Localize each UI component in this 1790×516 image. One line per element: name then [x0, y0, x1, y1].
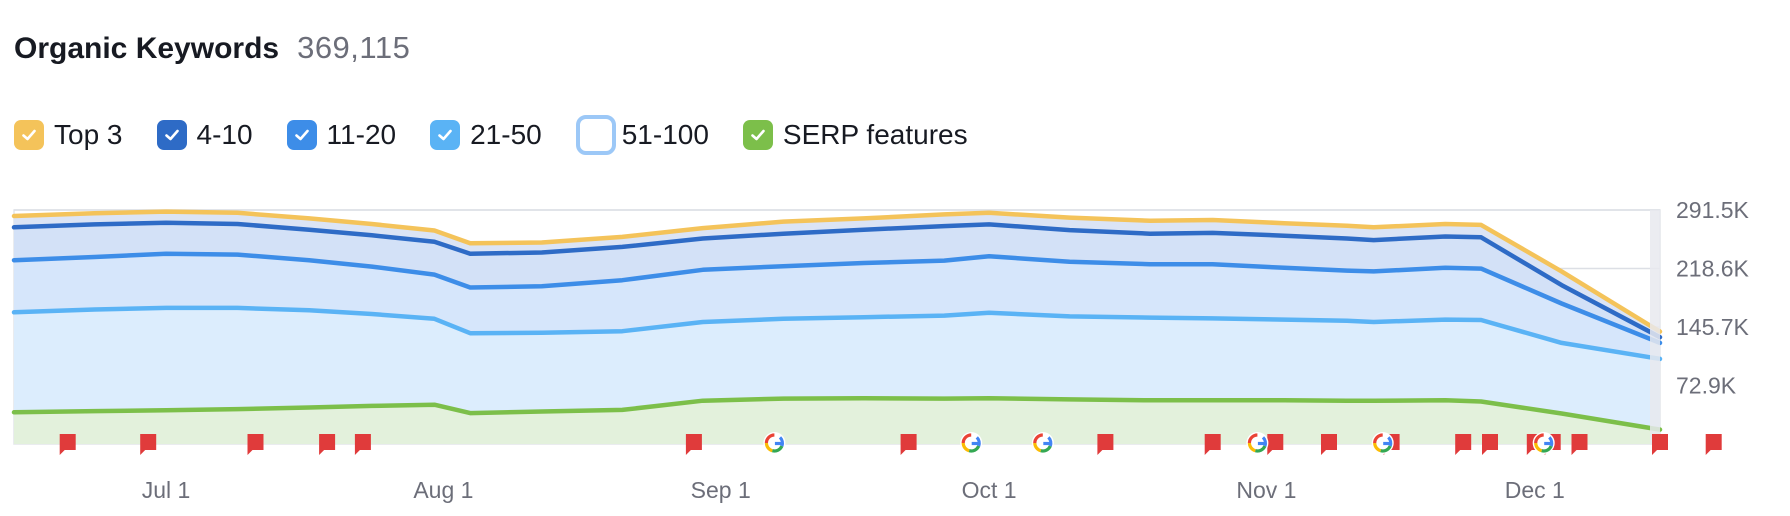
legend-item-4-10[interactable]: 4-10: [156, 119, 253, 151]
note-flag-icon[interactable]: [1097, 434, 1114, 455]
note-flag-icon[interactable]: [685, 434, 702, 455]
checkbox-icon[interactable]: [286, 120, 317, 150]
google-update-icon[interactable]: [763, 432, 786, 454]
legend-item-11-20[interactable]: 11-20: [286, 119, 397, 151]
google-update-icon[interactable]: [1246, 432, 1269, 454]
google-update-icon[interactable]: [960, 432, 983, 454]
note-flag-icon[interactable]: [1482, 434, 1498, 455]
legend-label: Top 3: [54, 119, 123, 150]
note-flag-icon[interactable]: [59, 434, 76, 455]
y-tick-label: 72.9K: [1676, 372, 1737, 398]
legend-label: 51-100: [621, 119, 709, 150]
x-tick-label: Oct 1: [962, 477, 1017, 503]
note-flag-icon[interactable]: [319, 434, 336, 455]
note-flag-icon[interactable]: [247, 434, 264, 455]
google-update-icon[interactable]: [1031, 432, 1054, 454]
x-tick-label: Dec 1: [1505, 477, 1565, 503]
series-line: [11, 395, 1663, 432]
current-period-band: [1650, 210, 1660, 444]
note-flag-icon[interactable]: [1204, 434, 1221, 455]
x-tick-label: Nov 1: [1236, 477, 1296, 503]
legend-item-serp-features[interactable]: SERP features: [742, 119, 968, 151]
note-flag-icon[interactable]: [1705, 434, 1722, 455]
note-flag-icon[interactable]: [1455, 434, 1472, 455]
checkbox-icon[interactable]: [430, 120, 461, 150]
chart-title: Organic Keywords: [14, 32, 280, 65]
y-tick-label: 291.5K: [1676, 197, 1750, 223]
x-tick-label: Sep 1: [691, 477, 751, 503]
legend: Top 3 4-10 11-20 21-50 51-100 SERP featu…: [14, 115, 1002, 155]
series-line: [11, 209, 1663, 334]
note-flag-icon[interactable]: [1321, 434, 1337, 455]
google-update-icon[interactable]: [1371, 432, 1394, 454]
legend-item-21-50[interactable]: 21-50: [430, 119, 542, 151]
y-tick-label: 218.6K: [1676, 256, 1750, 282]
series-line: [11, 220, 1663, 340]
note-flag-icon[interactable]: [1267, 434, 1284, 455]
series-line: [11, 251, 1663, 346]
legend-label: 21-50: [470, 119, 542, 150]
chart-header: Organic Keywords 369,115: [14, 30, 410, 66]
legend-item-51-100[interactable]: 51-100: [575, 115, 709, 155]
series-area: [14, 398, 1660, 444]
legend-label: 4-10: [196, 119, 253, 150]
keywords-total: 369,115: [297, 30, 411, 65]
checkbox-icon[interactable]: [156, 120, 187, 150]
note-flag-icon[interactable]: [900, 434, 917, 455]
note-flag-icon[interactable]: [354, 434, 371, 455]
note-flag-icon[interactable]: [1571, 434, 1588, 455]
note-flag-icon[interactable]: [1652, 434, 1668, 455]
note-flag-icon[interactable]: [140, 434, 157, 455]
y-tick-label: 145.7K: [1676, 314, 1750, 340]
checkbox-icon[interactable]: [742, 120, 773, 150]
checkbox-icon[interactable]: [575, 115, 616, 155]
legend-label: SERP features: [782, 119, 968, 150]
legend-item-top-3[interactable]: Top 3: [14, 119, 123, 151]
organic-keywords-chart[interactable]: 72.9K 145.7K 218.6K 291.5K Jul 1 Aug 1 Sep 1 Oc…: [0, 190, 1790, 516]
x-tick-label: Jul 1: [142, 477, 191, 503]
legend-label: 11-20: [326, 119, 397, 150]
x-tick-label: Aug 1: [413, 477, 473, 503]
google-update-icon[interactable]: [1532, 432, 1555, 454]
checkbox-icon[interactable]: [14, 120, 44, 150]
series-line: [11, 305, 1663, 362]
